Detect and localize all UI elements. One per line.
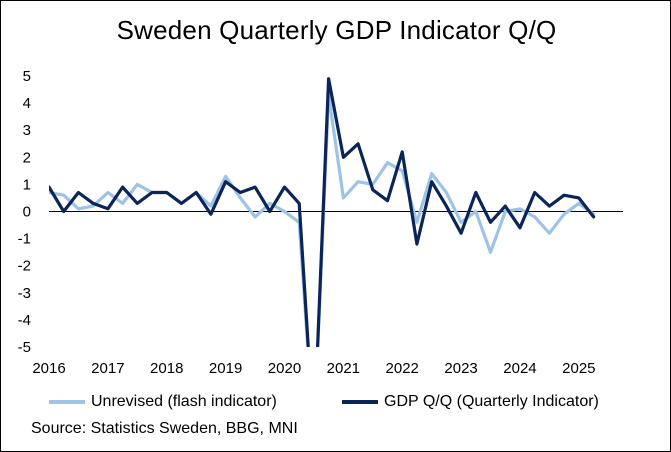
x-tick-label: 2020	[268, 360, 301, 377]
x-tick-label: 2024	[503, 360, 536, 377]
x-tick-label: 2025	[562, 360, 595, 377]
y-tick-label: -5	[18, 339, 31, 356]
y-tick-label: -1	[18, 231, 31, 248]
x-tick-label: 2022	[386, 360, 419, 377]
x-tick-label: 2017	[91, 360, 124, 377]
legend-item-gdp-qq: GDP Q/Q (Quarterly Indicator)	[342, 393, 599, 411]
y-tick-label: -2	[18, 258, 31, 275]
legend-label-unrevised: Unrevised (flash indicator)	[91, 393, 277, 410]
legend-swatch-unrevised	[49, 400, 85, 404]
y-tick-label: 0	[23, 204, 31, 221]
y-tick-label: 5	[23, 68, 31, 85]
legend: Unrevised (flash indicator) GDP Q/Q (Qua…	[1, 393, 671, 415]
legend-item-unrevised: Unrevised (flash indicator)	[49, 393, 277, 411]
series-line-gdp-qq	[49, 77, 596, 347]
y-tick-label: 3	[23, 122, 31, 139]
chart-title: Sweden Quarterly GDP Indicator Q/Q	[116, 15, 557, 45]
y-tick-label: 1	[23, 176, 31, 193]
x-tick-label: 2016	[32, 360, 65, 377]
y-tick-label: -3	[18, 285, 31, 302]
source-note: Source: Statistics Sweden, BBG, MNI	[31, 420, 298, 437]
x-tick-label: 2019	[209, 360, 242, 377]
legend-label-gdp-qq: GDP Q/Q (Quarterly Indicator)	[384, 393, 599, 410]
x-tick-label: 2021	[327, 360, 360, 377]
x-tick-label: 2023	[444, 360, 477, 377]
legend-swatch-gdp-qq	[342, 400, 378, 404]
y-tick-label: 2	[23, 149, 31, 166]
x-tick-label: 2018	[150, 360, 183, 377]
y-tick-label: -4	[18, 312, 31, 329]
y-tick-label: 4	[23, 95, 31, 112]
